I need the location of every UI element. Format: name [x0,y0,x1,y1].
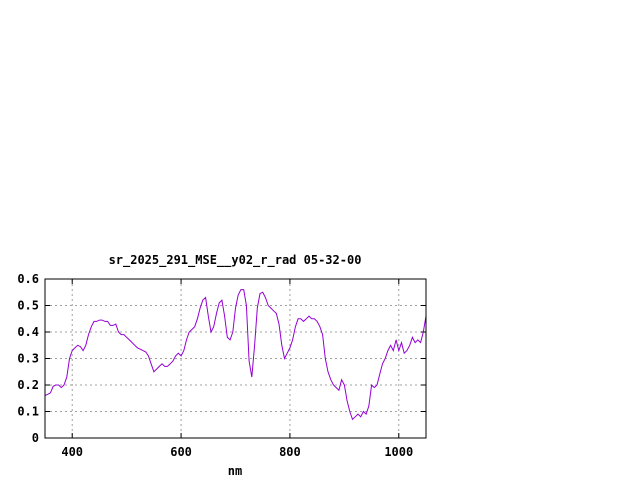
x-tick-label: 600 [170,445,192,459]
plot-border [44,278,427,439]
chart-title: sr_2025_291_MSE__y02_r_rad 05-32-00 [109,253,362,268]
y-tick-label: 0.2 [17,378,39,392]
x-axis-label: nm [228,464,242,478]
axis-ticks: 0 0.1 0.2 0.3 0.4 0.5 0.6 400 600 800 1000 [17,272,426,459]
series-line [44,289,427,421]
x-tick-label: 1000 [384,445,413,459]
y-tick-label: 0.5 [17,299,39,313]
y-tick-label: 0.6 [17,272,39,286]
grid-lines [45,279,426,438]
y-tick-label: 0.3 [17,352,39,366]
x-tick-label: 800 [279,445,301,459]
x-tick-label: 400 [61,445,83,459]
y-tick-label: 0.4 [17,325,39,339]
series-group [44,289,427,421]
y-tick-label: 0.1 [17,405,39,419]
y-tick-label: 0 [32,431,39,445]
